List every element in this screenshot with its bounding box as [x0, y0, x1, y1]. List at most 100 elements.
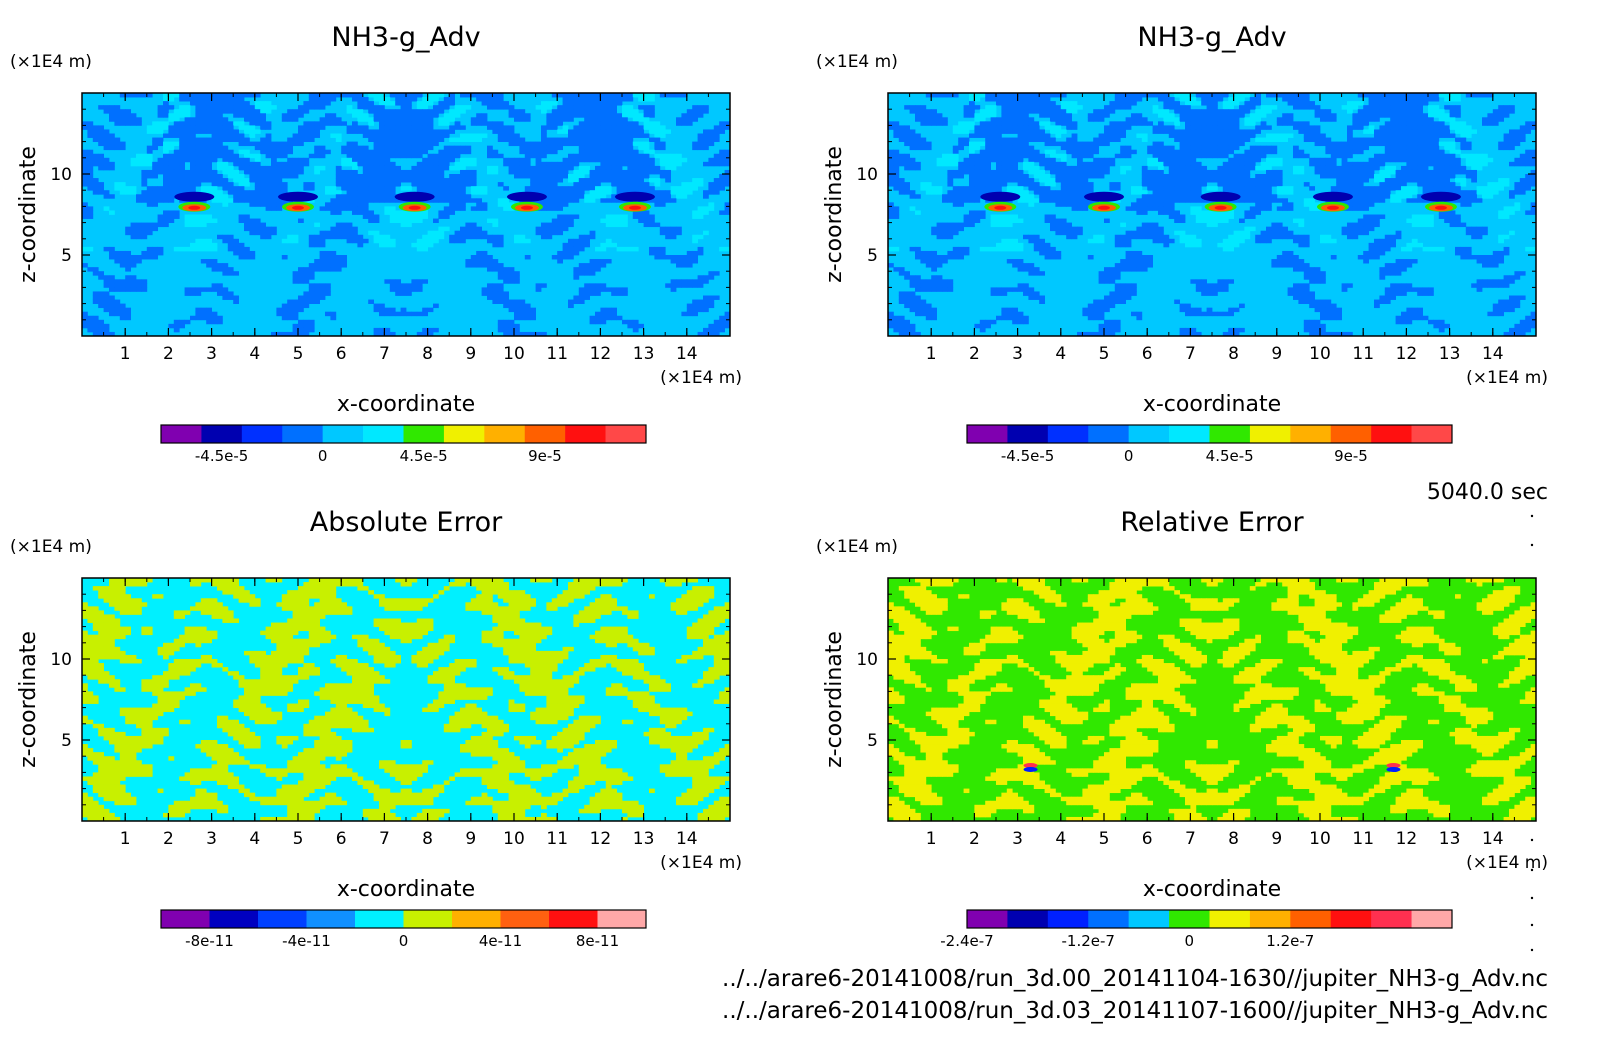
heatmap-cell: [1060, 101, 1067, 106]
heatmap-cell: [578, 93, 585, 98]
heatmap-cell: [222, 291, 229, 296]
heatmap-cell: [114, 307, 121, 313]
heatmap-cell: [1309, 125, 1315, 130]
heatmap-cell: [1249, 149, 1256, 155]
heatmap-cell: [1001, 109, 1008, 114]
heatmap-cell: [227, 129, 234, 134]
heatmap-cell: [1320, 133, 1326, 138]
heatmap-cell: [314, 133, 320, 138]
heatmap-cell: [136, 93, 142, 98]
heatmap-cell: [395, 178, 401, 183]
heatmap-cell: [1357, 93, 1364, 98]
heatmap-cell: [1185, 178, 1191, 183]
heatmap-cell: [400, 93, 407, 98]
heatmap-cell: [438, 194, 445, 199]
heatmap-cell: [481, 250, 488, 256]
heatmap-cell: [217, 165, 223, 171]
heatmap-cell: [1244, 153, 1251, 159]
heatmap-cell: [389, 238, 396, 244]
heatmap-cell: [254, 186, 261, 191]
heatmap-cell: [470, 93, 477, 98]
heatmap-cell: [888, 169, 894, 175]
heatmap-cell: [1006, 117, 1013, 122]
heatmap-cell: [384, 169, 391, 175]
heatmap-cell: [384, 190, 391, 195]
heatmap-cell: [638, 125, 644, 130]
heatmap-cell: [1287, 93, 1294, 98]
heatmap-cell: [427, 113, 434, 118]
heatmap-cell: [508, 267, 515, 272]
heatmap-cell: [719, 153, 725, 159]
heatmap-cell: [211, 101, 218, 106]
heatmap-cell: [211, 182, 218, 187]
heatmap-cell: [514, 275, 520, 280]
plume-negative: [506, 191, 547, 202]
heatmap-cell: [589, 97, 596, 102]
heatmap-cell: [1206, 101, 1213, 106]
heatmap-cell: [281, 307, 288, 313]
heatmap-cell: [524, 145, 531, 151]
heatmap-cell: [1212, 97, 1218, 102]
heatmap-cell: [141, 222, 148, 228]
heatmap-cell: [125, 311, 131, 317]
heatmap-cell: [1044, 133, 1051, 138]
heatmap-cell: [1125, 117, 1132, 122]
heatmap-cell: [1271, 178, 1278, 183]
heatmap-cell: [1347, 105, 1353, 110]
heatmap-cell: [146, 198, 153, 203]
heatmap-cell: [400, 133, 407, 138]
heatmap-cell: [254, 198, 261, 203]
heatmap-cell: [1033, 101, 1040, 106]
heatmap-cell: [920, 113, 927, 118]
heatmap-cell: [622, 246, 628, 252]
heatmap-cell: [670, 165, 677, 171]
heatmap-cell: [1163, 109, 1170, 114]
heatmap-cell: [449, 174, 455, 179]
heatmap-cell: [184, 291, 191, 296]
heatmap-cell: [281, 255, 288, 260]
heatmap-cell: [314, 97, 320, 102]
heatmap-cell: [465, 157, 472, 163]
heatmap-cell: [1147, 121, 1153, 126]
heatmap-cell: [200, 178, 207, 183]
heatmap-cell: [98, 105, 104, 110]
heatmap-cell: [141, 234, 148, 240]
colorbar-swatch: [403, 425, 445, 443]
heatmap-cell: [600, 194, 607, 199]
heatmap-cell: [292, 137, 299, 142]
heatmap-cell: [557, 165, 563, 171]
heatmap-cell: [1233, 157, 1240, 163]
heatmap-cell: [82, 121, 88, 126]
heatmap-cell: [600, 246, 607, 252]
y-unit-label: (×1E4 m): [10, 52, 92, 72]
heatmap-cell: [92, 125, 99, 130]
heatmap-cell: [211, 153, 218, 159]
heatmap-cell: [611, 113, 617, 118]
heatmap-cell: [1195, 113, 1202, 118]
heatmap-cell: [314, 145, 320, 151]
heatmap-cell: [465, 161, 472, 167]
heatmap-cell: [1287, 133, 1294, 138]
colorbar-swatch: [524, 425, 566, 443]
heatmap-cell: [1438, 117, 1445, 122]
heatmap-cell: [1422, 165, 1429, 171]
heatmap-cell: [568, 101, 574, 106]
heatmap-cell: [265, 109, 272, 114]
heatmap-cell: [244, 214, 250, 219]
heatmap-cell: [649, 198, 655, 203]
heatmap-cell: [427, 121, 434, 126]
heatmap-cell: [1374, 153, 1380, 159]
heatmap-cell: [1428, 157, 1434, 163]
heatmap-cell: [1379, 105, 1386, 110]
heatmap-cell: [1401, 169, 1407, 175]
heatmap-cell: [1039, 121, 1045, 126]
heatmap-cell: [416, 129, 423, 134]
heatmap-cell: [411, 153, 418, 159]
heatmap-cell: [260, 234, 266, 240]
heatmap-cell: [1141, 174, 1148, 179]
heatmap-cell: [578, 109, 585, 114]
heatmap-cell: [395, 214, 401, 219]
heatmap-cell: [325, 101, 331, 106]
heatmap-cell: [395, 109, 401, 114]
heatmap-cell: [125, 255, 131, 260]
